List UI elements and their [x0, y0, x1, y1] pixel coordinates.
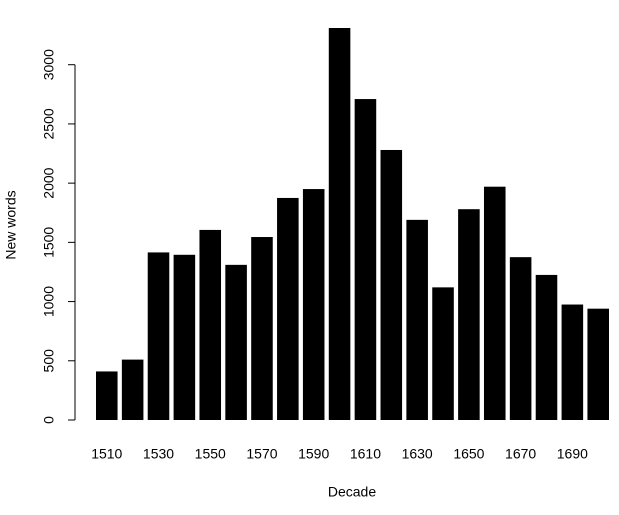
x-tick-label: 1590 — [298, 446, 329, 462]
x-tick-label: 1570 — [246, 446, 277, 462]
bar — [328, 28, 351, 420]
bar — [354, 99, 377, 420]
x-tick-label: 1690 — [557, 446, 588, 462]
bar — [277, 197, 299, 420]
y-tick-label: 1000 — [41, 286, 57, 317]
x-tick-label: 1650 — [453, 446, 484, 462]
bar — [251, 237, 273, 420]
bar — [380, 149, 403, 420]
bar — [302, 189, 325, 420]
y-tick-label: 2500 — [41, 108, 57, 139]
bar — [509, 257, 532, 420]
x-tick-label: 1510 — [91, 446, 122, 462]
bar — [483, 186, 506, 420]
bar — [147, 252, 170, 420]
bar — [96, 371, 118, 420]
bar — [173, 254, 196, 420]
bar — [535, 274, 558, 420]
x-axis-label: Decade — [328, 484, 376, 500]
y-axis-label: New words — [3, 190, 19, 259]
x-tick-label: 1630 — [402, 446, 433, 462]
bar — [406, 219, 428, 420]
bar — [121, 359, 144, 420]
y-tick-label: 0 — [41, 416, 57, 424]
y-tick-label: 3000 — [41, 49, 57, 80]
bar — [432, 287, 454, 420]
bar — [199, 229, 222, 420]
x-tick-label: 1670 — [505, 446, 536, 462]
x-tick-label: 1550 — [195, 446, 226, 462]
y-tick-label: 1500 — [41, 227, 57, 258]
bar — [458, 209, 480, 420]
bar — [561, 304, 584, 420]
y-tick-label: 500 — [41, 349, 57, 373]
x-tick-label: 1530 — [143, 446, 174, 462]
x-tick-label: 1610 — [350, 446, 381, 462]
bar — [587, 308, 609, 420]
y-tick-label: 2000 — [41, 167, 57, 198]
bar — [225, 264, 247, 420]
